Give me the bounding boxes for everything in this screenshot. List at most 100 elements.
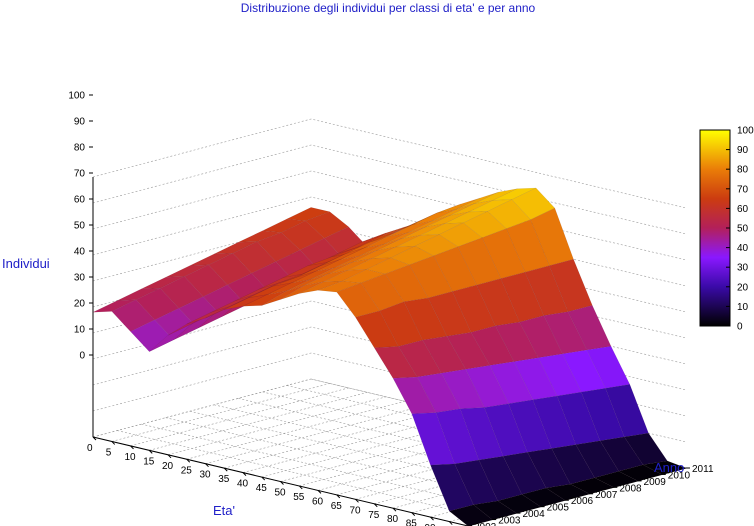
colorbar-gradient [699, 129, 731, 327]
z-tick-label: 0 [79, 351, 85, 362]
y-tick-label: 2008 [619, 483, 642, 494]
colorbar-tick-label: 70 [737, 184, 749, 195]
x-tick-mark [430, 516, 434, 521]
colorbar-tick-label: 30 [737, 263, 749, 274]
y-tick-label: 2004 [522, 509, 545, 520]
x-tick-mark [373, 503, 378, 508]
age-grid-line [242, 414, 462, 473]
z-tick-label: 10 [74, 325, 86, 336]
x-tick-mark [205, 463, 209, 468]
age-grid-line [299, 427, 518, 487]
x-tick-label: 20 [162, 461, 174, 472]
x-tick-label: 35 [218, 474, 230, 485]
year-grid-line [117, 430, 493, 520]
z-grid-line [92, 352, 687, 443]
x-tick-label: 25 [181, 465, 193, 476]
x-tick-mark [280, 481, 284, 485]
x-tick-label: 65 [331, 501, 343, 512]
y-tick-label: 2002 [474, 522, 497, 526]
x-tick-label: 70 [350, 505, 362, 516]
colorbar-tick-label: 0 [737, 322, 743, 333]
x-tick-label: 75 [368, 510, 380, 521]
age-grid-line [149, 392, 368, 451]
y-tick-label: 2011 [692, 464, 714, 475]
x-tick-mark [298, 485, 303, 490]
x-tick-mark [448, 521, 453, 525]
z-tick-label: 20 [74, 299, 86, 310]
x-tick-mark [186, 458, 191, 463]
y-tick-label: 2003 [498, 516, 521, 526]
z-grid-line [92, 118, 687, 209]
chart-title: Distribuzione degli individui per classi… [241, 1, 536, 15]
x-tick-label: 90 [425, 523, 437, 526]
x-tick-label: 10 [125, 452, 137, 463]
z-tick-label: 60 [74, 195, 86, 206]
x-tick-label: 30 [200, 470, 212, 481]
y-axis-label: Anno [654, 460, 684, 475]
x-tick-label: 55 [293, 492, 305, 503]
x-tick-mark [223, 467, 228, 472]
x-tick-mark [355, 498, 359, 503]
age-grid-line [111, 383, 330, 442]
x-axis-label: Eta' [213, 503, 235, 518]
x-tick-mark [92, 436, 97, 441]
colorbar-ticks: 0 10 20 30 40 50 60 70 80 90 100 [726, 126, 754, 333]
x-tick-mark [336, 494, 341, 499]
x-tick-label: 50 [275, 488, 287, 499]
z-tick-label: 90 [74, 117, 86, 128]
x-tick-mark [392, 507, 397, 512]
colorbar: 0 10 20 30 40 50 60 70 80 90 100 [699, 126, 754, 333]
y-tick-label: 2010 [668, 470, 691, 481]
x-tick-label: 85 [406, 519, 418, 526]
z-tick-label: 30 [74, 273, 86, 284]
age-grid-line [92, 378, 312, 438]
surface-layer [92, 187, 687, 526]
y-tick-label: 2007 [595, 490, 618, 501]
z-axis-label: Individui [2, 256, 50, 271]
surface-cell [448, 504, 493, 526]
x-tick-mark [167, 454, 172, 459]
age-grid-line [280, 423, 499, 482]
z-tick-label: 40 [74, 247, 86, 258]
age-grid-line [317, 432, 537, 491]
z-grid-line [92, 144, 687, 235]
z-tick-label: 70 [74, 169, 86, 180]
y-tick-label: 2006 [571, 496, 594, 507]
age-grid-line [130, 387, 349, 447]
ticks-layer: 0 10 20 30 40 50 60 70 80 90 100 0 5 10 15 20 25 30 35 40 45… [68, 91, 714, 526]
x-tick-mark [130, 445, 134, 450]
x-tick-label: 45 [256, 483, 268, 494]
x-tick-mark [148, 449, 153, 454]
age-grid-line [224, 409, 443, 469]
colorbar-tick-label: 60 [737, 204, 749, 215]
x-tick-mark [242, 472, 247, 476]
z-grid-line [92, 170, 687, 261]
x-tick-label: 0 [87, 443, 93, 454]
z-tick-label: 80 [74, 143, 86, 154]
colorbar-tick-label: 80 [737, 165, 749, 176]
age-grid-line [205, 405, 424, 464]
x-tick-label: 80 [387, 514, 399, 525]
z-grid-line [92, 196, 687, 287]
colorbar-tick-label: 50 [737, 224, 749, 235]
x-tick-mark [111, 441, 116, 445]
x-tick-label: 40 [237, 479, 249, 490]
surface-cell [545, 483, 590, 501]
z-tick-label: 50 [74, 221, 86, 232]
z-grid-line [92, 326, 687, 417]
x-tick-label: 15 [143, 456, 155, 467]
z-tick-label: 100 [68, 91, 85, 102]
x-tick-label: 5 [106, 447, 112, 458]
colorbar-tick-label: 10 [737, 302, 749, 313]
age-grid-line [186, 400, 405, 460]
x-tick-mark [411, 512, 416, 517]
surface-cell [473, 500, 517, 520]
x-tick-mark [317, 490, 322, 494]
x-tick-label: 60 [312, 496, 324, 507]
x-tick-mark [261, 476, 266, 481]
y-tick-label: 2005 [547, 503, 570, 514]
colorbar-tick-label: 40 [737, 243, 749, 254]
colorbar-tick-label: 100 [737, 126, 754, 137]
